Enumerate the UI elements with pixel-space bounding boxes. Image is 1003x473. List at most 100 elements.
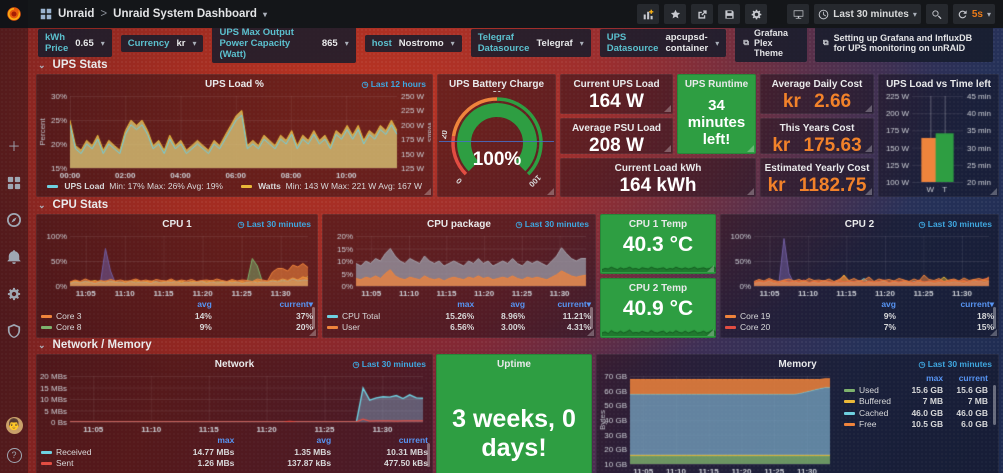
breadcrumb-app[interactable]: Unraid xyxy=(58,8,95,20)
panel-title[interactable]: Memory xyxy=(778,359,817,370)
variable-value[interactable]: 865 xyxy=(321,37,338,49)
panel-ups-load-vs-time-left[interactable]: UPS Load vs Time left xyxy=(878,74,999,197)
panel-title[interactable]: UPS Load vs Time left xyxy=(886,79,991,90)
variable-ups-datasource[interactable]: UPS Datasource apcupsd-container ▾ xyxy=(599,29,727,57)
variable-value[interactable]: Telegraf xyxy=(536,37,573,49)
panel-network[interactable]: Network ◷ Last 30 minutes max avg current … xyxy=(36,354,433,473)
panel-cpu-2[interactable]: CPU 2 ◷ Last 30 minutes avg current▾ Core… xyxy=(720,214,999,338)
legend-row[interactable]: Received 14.77 MBs 1.35 MBs 10.31 MBs xyxy=(37,447,432,459)
legend-scrollbar[interactable] xyxy=(427,443,430,467)
refresh-button[interactable]: 5s ▾ xyxy=(952,4,995,24)
memory-chart[interactable] xyxy=(598,372,838,473)
refresh-interval-label[interactable]: 5s xyxy=(971,8,983,20)
legend-header[interactable]: current xyxy=(398,435,428,445)
panel-uptime[interactable]: Uptime 3 weeks, 0 days! xyxy=(436,354,592,473)
panel-title[interactable]: CPU 2 Temp xyxy=(628,283,688,294)
panel-title[interactable]: Network xyxy=(214,359,255,370)
legend-row[interactable]: Core 3 14% 37% xyxy=(37,311,317,323)
legend-scrollbar[interactable] xyxy=(590,307,593,329)
variable-value[interactable]: 0.65 xyxy=(75,37,94,49)
panel-current-ups-load[interactable]: Current UPS Load 164 W xyxy=(560,74,673,114)
variable-kwh-price[interactable]: kWh Price 0.65 ▾ xyxy=(38,29,112,57)
panel-title[interactable]: Average PSU Load xyxy=(571,123,662,134)
cpu2-chart[interactable] xyxy=(722,232,997,298)
legend-header[interactable]: max xyxy=(926,373,944,383)
panel-current-load-kwh[interactable]: Current Load kWh 164 kWh xyxy=(560,158,756,197)
row-header-cpu-stats[interactable]: ⌄ CPU Stats xyxy=(38,199,109,211)
legend-header[interactable]: current▾ xyxy=(279,299,313,309)
panel-time-range-link[interactable]: ◷ Last 30 minutes xyxy=(352,359,426,369)
panel-title[interactable]: UPS Load % xyxy=(205,79,264,90)
time-range-picker[interactable]: Last 30 minutes ▾ xyxy=(814,4,921,24)
network-chart[interactable] xyxy=(38,372,431,434)
variable-value[interactable]: Nostromo xyxy=(398,37,444,49)
panel-title[interactable]: Uptime xyxy=(497,359,531,370)
variable-host[interactable]: host Nostromo ▾ xyxy=(364,34,462,52)
tv-mode-button[interactable] xyxy=(787,4,810,24)
legend-item-ups-load[interactable]: UPS Load Min: 17% Max: 26% Avg: 19% xyxy=(47,181,223,191)
panel-ups-load-percent[interactable]: UPS Load % ◷ Last 12 hours UPS Load Min:… xyxy=(36,74,433,197)
legend-header[interactable]: current▾ xyxy=(557,299,591,309)
dashboards-icon[interactable] xyxy=(7,175,22,190)
legend-scrollbar[interactable] xyxy=(312,307,315,329)
configuration-gear-icon[interactable] xyxy=(7,286,22,301)
link-grafana-plex-theme[interactable]: ⧉ Grafana Plex Theme xyxy=(735,24,807,62)
ups-load-chart[interactable] xyxy=(38,92,431,180)
share-dashboard-button[interactable] xyxy=(691,4,714,24)
cpu1-chart[interactable] xyxy=(38,232,316,298)
panel-estimated-yearly-cost[interactable]: Estimated Yearly Cost kr 1182.75 xyxy=(760,158,874,197)
cpu-package-chart[interactable] xyxy=(324,232,594,298)
explore-compass-icon[interactable] xyxy=(7,212,22,227)
panel-title[interactable]: CPU package xyxy=(427,219,491,230)
legend-header[interactable]: current▾ xyxy=(960,299,994,309)
panel-time-range-link[interactable]: ◷ Last 30 minutes xyxy=(918,359,992,369)
panel-title[interactable]: Current Load kWh xyxy=(614,163,702,174)
dashboard-settings-button[interactable] xyxy=(745,4,768,24)
ups-load-vs-time-bar-chart[interactable] xyxy=(880,92,997,194)
panel-title[interactable]: Current UPS Load xyxy=(573,79,660,90)
variable-value[interactable]: kr xyxy=(176,37,186,49)
variable-ups-max-output[interactable]: UPS Max Output Power Capacity (Watt) 865… xyxy=(212,23,356,63)
panel-title[interactable]: This Years Cost xyxy=(779,123,855,134)
create-icon[interactable]: ＋ xyxy=(7,139,21,154)
panel-time-range-link[interactable]: ◷ Last 30 minutes xyxy=(237,219,311,229)
zoom-out-button[interactable] xyxy=(925,4,948,24)
panel-time-range-link[interactable]: ◷ Last 30 minutes xyxy=(918,219,992,229)
panel-cpu2-temp[interactable]: CPU 2 Temp 40.9 °C xyxy=(600,278,716,338)
legend-row[interactable]: Core 20 7% 15% xyxy=(721,322,998,334)
legend-header[interactable]: avg xyxy=(510,299,526,309)
help-icon[interactable]: ? xyxy=(6,448,22,463)
legend-header[interactable]: max xyxy=(457,299,475,309)
breadcrumb-dashboard-title[interactable]: Unraid System Dashboard xyxy=(113,8,257,20)
legend-header[interactable]: avg xyxy=(881,299,896,309)
panel-this-years-cost[interactable]: This Years Cost kr 175.63 xyxy=(760,118,874,156)
legend-header[interactable]: avg xyxy=(197,299,212,309)
grafana-logo[interactable] xyxy=(0,0,28,28)
panel-title[interactable]: UPS Battery Charge xyxy=(448,79,545,90)
variable-currency[interactable]: Currency kr ▾ xyxy=(120,34,204,52)
row-header-ups-stats[interactable]: ⌄ UPS Stats xyxy=(38,59,108,71)
legend-row[interactable]: Buffered 7 MB 7 MB xyxy=(840,396,992,408)
legend-scrollbar[interactable] xyxy=(993,307,996,329)
server-admin-shield-icon[interactable] xyxy=(7,323,22,338)
add-panel-button[interactable] xyxy=(637,4,660,24)
panel-title[interactable]: Estimated Yearly Cost xyxy=(764,163,870,174)
panel-title[interactable]: CPU 2 xyxy=(844,219,875,230)
star-dashboard-button[interactable] xyxy=(664,4,687,24)
legend-row[interactable]: Used 15.6 GB 15.6 GB xyxy=(840,385,992,397)
legend-row[interactable]: Free 10.5 GB 6.0 GB xyxy=(840,419,992,431)
legend-row[interactable]: User 6.56% 3.00% 4.31% xyxy=(323,322,595,334)
panel-cpu1-temp[interactable]: CPU 1 Temp 40.3 °C xyxy=(600,214,716,274)
panel-cpu-1[interactable]: CPU 1 ◷ Last 30 minutes avg current▾ Core… xyxy=(36,214,318,338)
panel-ups-battery-charge[interactable]: UPS Battery Charge 0 20 50 100 100% xyxy=(437,74,556,197)
panel-memory[interactable]: Memory ◷ Last 30 minutes max current Used… xyxy=(596,354,999,473)
alerting-bell-icon[interactable] xyxy=(7,249,22,264)
legend-row[interactable]: CPU Total 15.26% 8.96% 11.21% xyxy=(323,311,595,323)
link-ups-monitoring-guide[interactable]: ⧉ Setting up Grafana and InfluxDB for UP… xyxy=(814,24,993,62)
legend-header[interactable]: avg xyxy=(316,435,332,445)
row-header-network-memory[interactable]: ⌄ Network / Memory xyxy=(38,339,152,351)
panel-average-psu-load[interactable]: Average PSU Load 208 W xyxy=(560,118,673,156)
legend-row[interactable]: Core 8 9% 20% xyxy=(37,322,317,334)
panel-title[interactable]: CPU 1 Temp xyxy=(628,219,688,230)
panel-ups-runtime[interactable]: UPS Runtime 34 minutes left! xyxy=(677,74,756,154)
